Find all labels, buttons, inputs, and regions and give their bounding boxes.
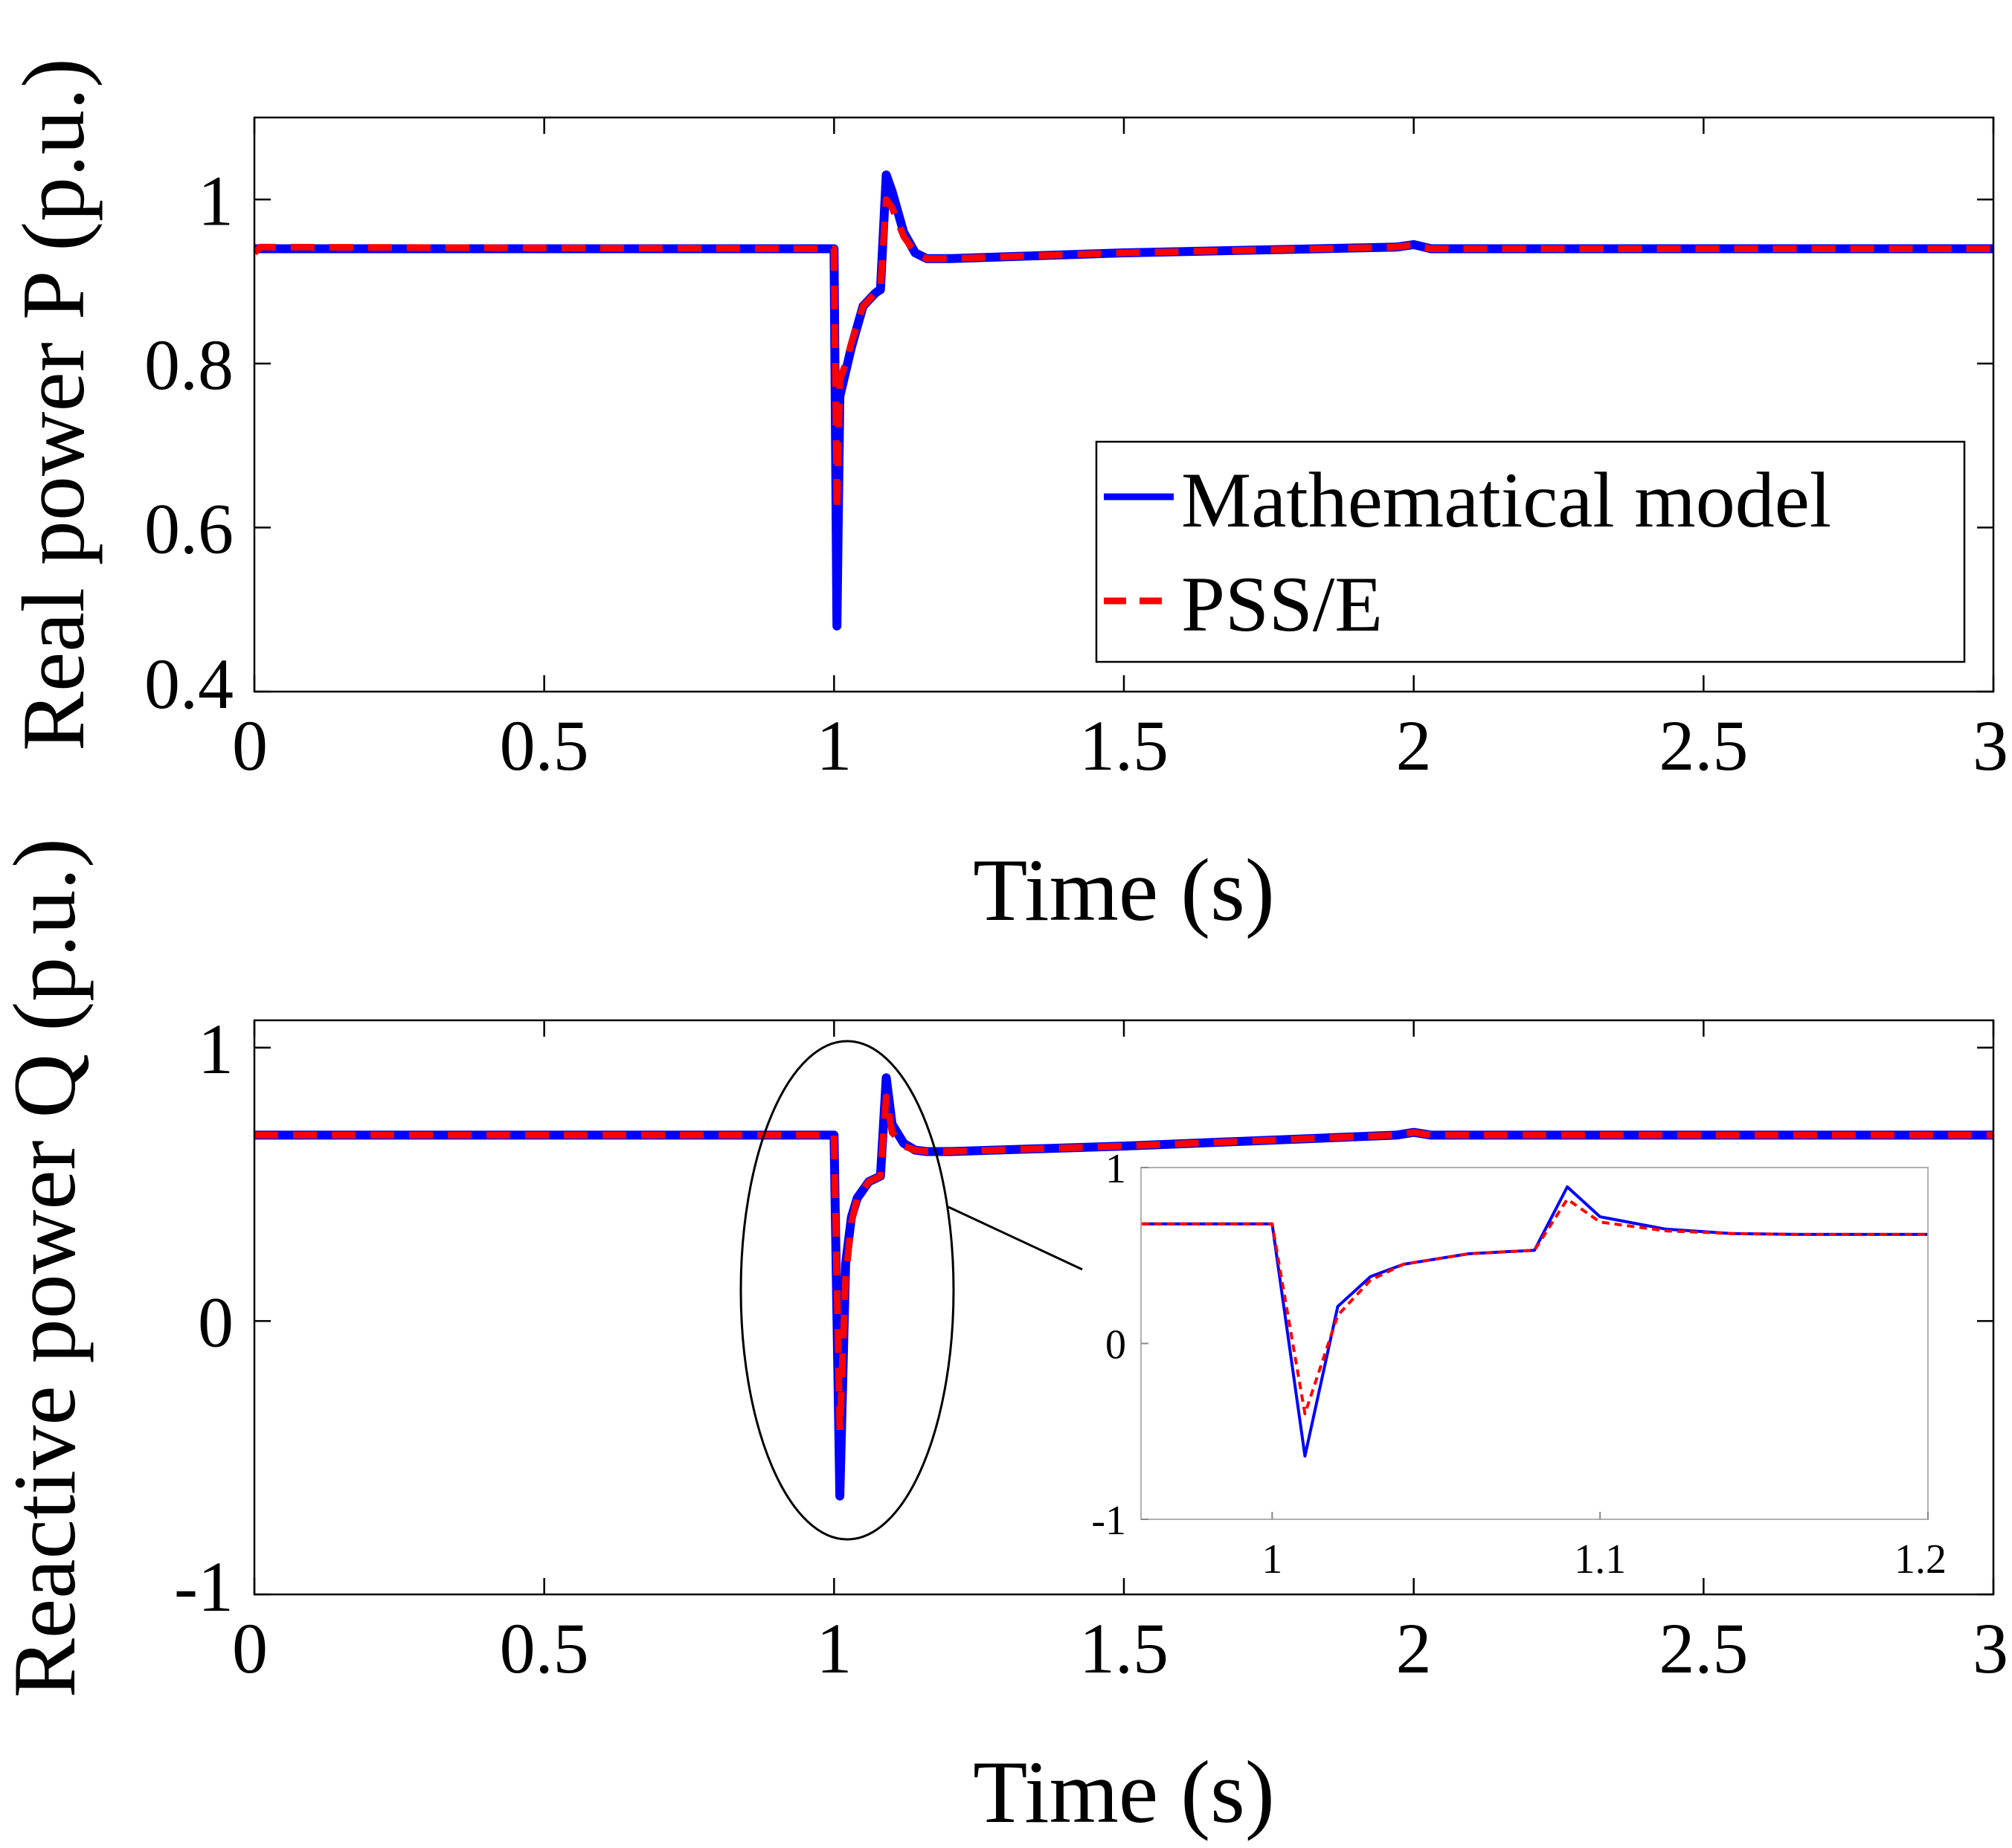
reactive-power-xtick-label: 1.5 [1079, 1609, 1169, 1688]
reactive-power-series-psse [254, 1093, 1993, 1434]
inset-ytick-label: 0 [1105, 1322, 1126, 1368]
legend-box [1095, 440, 1966, 663]
inset-xtick-label: 1.1 [1574, 1536, 1626, 1583]
real-power-ytick-label: 0.8 [144, 325, 234, 405]
real-power-ytick-label: 1 [198, 161, 234, 240]
inset-ytick-label: -1 [1091, 1498, 1126, 1544]
reactive-power-xtick-label: 0.5 [500, 1609, 589, 1688]
reactive-power-ytick-label: -1 [174, 1547, 234, 1626]
real-power-xlabel: Time (s) [973, 840, 1275, 939]
inset-series-group [1141, 1185, 1928, 1458]
inset-xtick-label: 1 [1261, 1536, 1282, 1583]
inset-series-model [1141, 1185, 1928, 1458]
reactive-power-ticks: 0 0.5 1 1.5 2 2.5 3-101 [174, 1009, 2008, 1688]
reactive-power-xtick-label: 0 [232, 1609, 268, 1688]
legend-label-psse: PSS/E [1181, 561, 1383, 648]
real-power-xtick-label: 1.5 [1079, 706, 1169, 785]
real-power-ylabel: Real power P (p.u.) [4, 58, 103, 751]
real-power-xtick-label: 0 [232, 706, 268, 785]
reactive-power-ylabel: Reactive power Q (p.u.) [0, 838, 94, 1698]
reactive-power-xtick-label: 2.5 [1659, 1609, 1748, 1688]
real-power-ytick-label: 0.4 [144, 644, 234, 724]
reactive-power-xlabel: Time (s) [973, 1742, 1275, 1841]
zoom-highlight-ellipse [739, 1040, 955, 1541]
reactive-power-xtick-label: 1 [816, 1609, 852, 1688]
legend: Mathematical model PSS/E [1095, 440, 1966, 663]
zoom-connector-line [948, 1205, 1083, 1271]
reactive-power-ytick-label: 0 [198, 1282, 234, 1362]
real-power-xtick-label: 1 [816, 706, 852, 785]
real-power-xtick-label: 3 [1973, 706, 2008, 785]
reactive-power-xtick-label: 2 [1396, 1609, 1432, 1688]
reactive-power-xtick-label: 3 [1973, 1609, 2008, 1688]
real-power-xtick-label: 2 [1396, 706, 1432, 785]
real-power-xtick-label: 0.5 [500, 706, 589, 785]
legend-label-model: Mathematical model [1181, 457, 1831, 544]
inset-ticks: 1 1.1 1.2 -1 0 1 [1091, 1146, 1947, 1583]
real-power-series-group [254, 170, 1993, 631]
inset-ytick-label: 1 [1105, 1146, 1126, 1192]
real-power-ytick-label: 0.6 [144, 489, 234, 568]
real-power-series-psse [254, 196, 1993, 515]
reactive-power-ytick-label: 1 [198, 1009, 234, 1089]
reactive-power-chart: 0 0.5 1 1.5 2 2.5 3-101 Time (s) Reactive powe… [0, 838, 2008, 1841]
reactive-power-series-group [254, 1073, 1993, 1501]
inset-background [1141, 1168, 1928, 1519]
inset-series-psse [1141, 1197, 1928, 1416]
real-power-ticks: 0 0.5 1 1.5 2 2.5 3 0.4 0.6 0.8 1 [144, 117, 2008, 785]
real-power-xtick-label: 2.5 [1659, 706, 1748, 785]
zoom-inset: 1 1.1 1.2 -1 0 1 [1091, 1146, 1947, 1583]
inset-xtick-label: 1.2 [1894, 1536, 1947, 1583]
real-power-chart: 0 0.5 1 1.5 2 2.5 3 0.4 0.6 0.8 1 Time (s) Real po… [4, 58, 2008, 939]
